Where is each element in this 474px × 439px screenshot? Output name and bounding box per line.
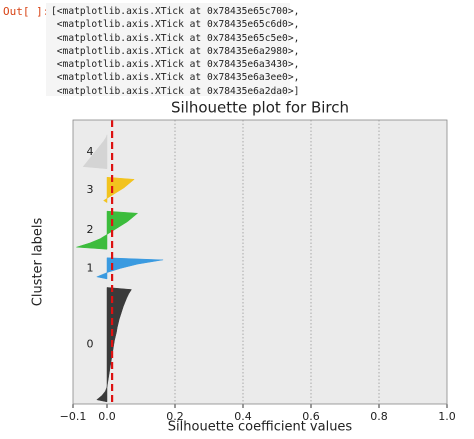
output-line: <matplotlib.axis.XTick at 0x78435e6a2980… bbox=[51, 45, 300, 57]
x-axis-label: Silhouette coefficient values bbox=[168, 420, 353, 435]
silhouette-area bbox=[82, 134, 108, 170]
output-line: <matplotlib.axis.XTick at 0x78435e65c5e0… bbox=[51, 32, 300, 44]
output-line: <matplotlib.axis.XTick at 0x78435e6a3430… bbox=[51, 59, 300, 71]
chart-title: Silhouette plot for Birch bbox=[171, 99, 349, 117]
x-tick-label: 1.0 bbox=[438, 410, 456, 423]
cluster-label: 3 bbox=[87, 183, 94, 196]
cluster-label: 0 bbox=[87, 338, 94, 351]
silhouette-area bbox=[76, 210, 139, 250]
silhouette-area bbox=[103, 176, 135, 204]
output-line: <matplotlib.axis.XTick at 0x78435e6a3ee0… bbox=[51, 72, 300, 84]
x-tick-label: 0.0 bbox=[98, 410, 116, 423]
output-line: <matplotlib.axis.XTick at 0x78435e65c6d0… bbox=[51, 19, 300, 31]
cluster-label: 2 bbox=[87, 223, 94, 236]
plot-frame bbox=[72, 119, 448, 405]
output-prompt: Out[ ]: bbox=[3, 5, 50, 18]
y-axis-label: Cluster labels bbox=[31, 218, 46, 307]
x-tick-label: 0.4 bbox=[234, 410, 252, 423]
cluster-label: 4 bbox=[87, 145, 94, 158]
x-tick-label: −0.1 bbox=[60, 410, 87, 423]
cluster-label: 1 bbox=[87, 261, 94, 274]
x-tick-label: 0.2 bbox=[166, 410, 184, 423]
silhouette-area bbox=[96, 287, 132, 403]
silhouette-area bbox=[95, 257, 164, 280]
output-line: [<matplotlib.axis.XTick at 0x78435e65c70… bbox=[51, 6, 300, 17]
output-text: [<matplotlib.axis.XTick at 0x78435e65c70… bbox=[46, 3, 300, 97]
output-line: <matplotlib.axis.XTick at 0x78435e6a2da0… bbox=[51, 85, 300, 97]
x-tick-label: 0.8 bbox=[370, 410, 388, 423]
x-tick-label: 0.6 bbox=[302, 410, 320, 423]
